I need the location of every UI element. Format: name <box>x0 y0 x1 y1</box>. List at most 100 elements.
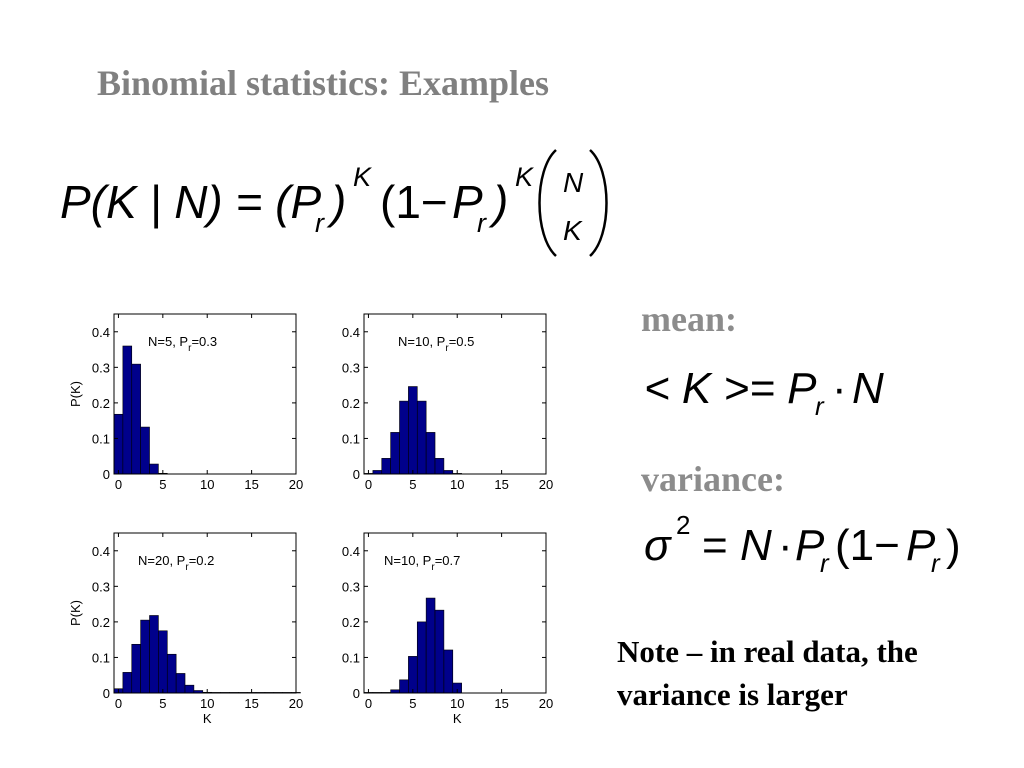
y-tick-label: 0 <box>103 467 110 482</box>
bar <box>149 463 159 475</box>
mean-formula: < K >= P r · N <box>644 364 884 421</box>
x-tick-label: 20 <box>539 477 553 492</box>
bar <box>372 470 383 475</box>
bar <box>434 609 445 694</box>
x-tick-label: 15 <box>494 696 508 711</box>
choose-left-paren <box>538 149 557 257</box>
bar <box>184 684 195 694</box>
svg-text:2: 2 <box>676 510 690 540</box>
annotation-label: N=20, Pr=0.2 <box>138 553 214 573</box>
svg-text:P: P <box>795 521 825 570</box>
formula-paren1: ) <box>326 176 346 228</box>
x-tick-label: 10 <box>200 477 214 492</box>
bar <box>140 619 150 694</box>
bar <box>399 679 409 694</box>
x-tick-label: 10 <box>450 477 464 492</box>
y-tick-label: 0.1 <box>92 431 110 446</box>
note-line-2: variance is larger <box>617 677 848 713</box>
axes-frame <box>113 313 297 475</box>
binomial-formula: P(K | N) = (P r ) K (1− P r ) K N K <box>60 149 608 257</box>
x-axis-label: K <box>453 711 462 726</box>
x-tick-label: 0 <box>115 696 122 711</box>
y-tick-label: 0 <box>103 686 110 701</box>
bar <box>113 413 124 475</box>
annotation-label: N=5, Pr=0.3 <box>148 334 217 354</box>
y-tick-label: 0.3 <box>342 579 360 594</box>
y-tick-label: 0.2 <box>342 396 360 411</box>
bar <box>381 458 391 475</box>
svg-text:·: · <box>778 521 793 570</box>
choose-right-paren <box>589 149 608 257</box>
y-tick-label: 0.2 <box>92 615 110 630</box>
x-tick-label: 0 <box>365 696 372 711</box>
y-tick-label: 0.4 <box>92 325 110 340</box>
svg-text:(1−: (1− <box>835 521 900 570</box>
histogram-panel-2: 0 5 10 15 20 0 0.1 0.2 0.3 0.4 N=10, Pr=0.5 <box>342 313 553 492</box>
svg-text:·: · <box>832 364 847 413</box>
svg-text:N: N <box>852 364 884 413</box>
note-line-1: Note – in real data, the <box>617 634 918 669</box>
variance-label: variance: <box>641 459 785 499</box>
svg-text:P: P <box>906 521 936 570</box>
x-tick-label: 10 <box>200 696 214 711</box>
x-tick-label: 0 <box>365 477 372 492</box>
formula-exp-k1: K <box>353 162 372 192</box>
svg-text:r: r <box>931 548 941 578</box>
bar <box>416 400 427 475</box>
formula-sub-r2: r <box>477 208 487 238</box>
formula-pr2: P <box>452 176 483 228</box>
svg-text:r: r <box>820 548 830 578</box>
choose-n: N <box>563 167 584 198</box>
x-axis-label: K <box>203 711 212 726</box>
y-tick-label: 0 <box>353 467 360 482</box>
y-tick-label: 0 <box>353 686 360 701</box>
bar <box>158 630 168 694</box>
y-tick-label: 0.2 <box>92 396 110 411</box>
bar <box>399 400 409 475</box>
y-axis-label: P(K) <box>68 600 83 626</box>
formula-sub-r1: r <box>315 208 325 238</box>
formula-paren2: ) <box>488 176 508 228</box>
mean-label: mean: <box>641 299 737 339</box>
histogram-panel-3: 0 5 10 15 20 0 0.1 0.2 0.3 0.4 P(K) K N=20, Pr=0.2 <box>68 532 303 726</box>
axes-frame <box>113 532 297 694</box>
svg-text:< K >= P: < K >= P <box>644 364 817 413</box>
svg-text:N: N <box>740 521 772 570</box>
bar <box>122 345 133 475</box>
bar <box>175 673 186 694</box>
y-tick-label: 0.1 <box>92 650 110 665</box>
x-tick-label: 20 <box>539 696 553 711</box>
y-tick-label: 0.1 <box>342 431 360 446</box>
bar <box>408 656 418 694</box>
x-tick-label: 10 <box>450 696 464 711</box>
bar <box>425 597 436 694</box>
annotation-label: N=10, Pr=0.7 <box>384 553 460 573</box>
bar <box>122 672 133 694</box>
x-tick-label: 5 <box>159 477 166 492</box>
y-tick-label: 0.4 <box>92 544 110 559</box>
bar <box>131 643 141 694</box>
bar <box>443 649 454 694</box>
svg-text:σ: σ <box>644 521 672 570</box>
formula-exp-k2: K <box>515 162 534 192</box>
bar <box>166 653 177 694</box>
bar <box>443 470 454 475</box>
y-tick-label: 0.3 <box>342 360 360 375</box>
y-tick-label: 0.3 <box>92 579 110 594</box>
svg-text:=: = <box>702 521 728 570</box>
y-tick-label: 0.3 <box>92 360 110 375</box>
y-tick-label: 0.1 <box>342 650 360 665</box>
formula-one-minus: (1− <box>380 176 448 228</box>
x-tick-label: 0 <box>115 477 122 492</box>
bar <box>131 363 141 475</box>
bar <box>140 426 150 475</box>
histogram-panel-4: 0 5 10 15 20 0 0.1 0.2 0.3 0.4 K N=10, Pr=0.7 <box>342 532 553 726</box>
bar <box>149 615 159 694</box>
x-tick-label: 5 <box>409 696 416 711</box>
x-tick-label: 15 <box>494 477 508 492</box>
svg-text:): ) <box>946 521 961 570</box>
x-tick-label: 15 <box>244 477 258 492</box>
formula-lhs: P(K | N) = (P <box>60 176 321 228</box>
y-tick-label: 0.2 <box>342 615 360 630</box>
